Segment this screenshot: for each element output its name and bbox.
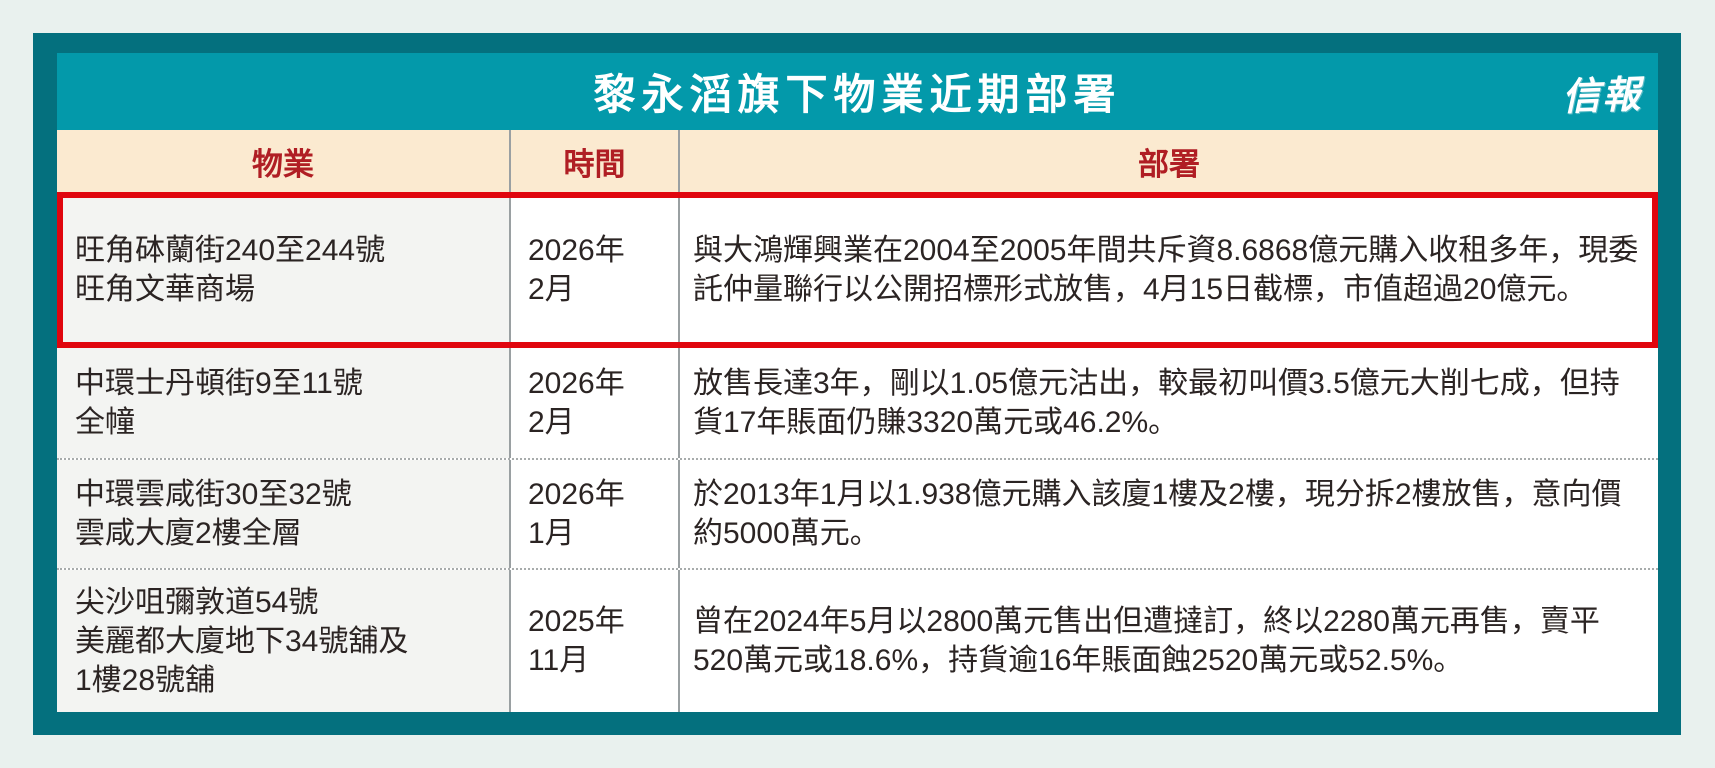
- chart-title: 黎永滔旗下物業近期部署: [593, 71, 1122, 118]
- header-cell-deployment: 部署: [678, 130, 1658, 192]
- property-cell: 旺角砵蘭街240至244號 旺角文華商場: [57, 192, 509, 348]
- table-body: 旺角砵蘭街240至244號 旺角文華商場 2026年 2月 與大鴻輝興業在200…: [57, 192, 1658, 712]
- publisher-logo: 信報: [1561, 73, 1643, 119]
- property-cell: 中環士丹頓街9至11號 全幢: [57, 348, 509, 458]
- table-row-tsimshatsui-nathan-road: 尖沙咀彌敦道54號 美麗都大廈地下34號舖及 1樓28號舖 2025年 11月 …: [57, 568, 1658, 712]
- time-cell: 2025年 11月: [509, 570, 678, 712]
- title-bar: 黎永滔旗下物業近期部署 信報: [57, 53, 1658, 130]
- property-cell: 中環雲咸街30至32號 雲咸大廈2樓全層: [57, 460, 509, 568]
- time-cell: 2026年 2月: [509, 348, 678, 458]
- table-row-central-staunton-street: 中環士丹頓街9至11號 全幢 2026年 2月 放售長達3年，剛以1.05億元沽…: [57, 348, 1658, 458]
- time-cell: 2026年 2月: [509, 192, 678, 348]
- deployment-cell: 於2013年1月以1.938億元購入該廈1樓及2樓，現分拆2樓放售，意向價約50…: [678, 460, 1658, 568]
- deployment-cell: 曾在2024年5月以2800萬元售出但遭撻訂，終以2280萬元再售，賣平520萬…: [678, 570, 1658, 712]
- deployment-cell: 與大鴻輝興業在2004至2005年間共斥資8.6868億元購入收租多年，現委託仲…: [678, 192, 1658, 348]
- deployment-cell: 放售長達3年，剛以1.05億元沽出，較最初叫價3.5億元大削七成，但持貨17年賬…: [678, 348, 1658, 458]
- property-cell: 尖沙咀彌敦道54號 美麗都大廈地下34號舖及 1樓28號舖: [57, 570, 509, 712]
- infographic-card: 黎永滔旗下物業近期部署 信報 物業 時間 部署 旺角砵蘭街240至244號 旺角…: [57, 53, 1658, 712]
- header-cell-time: 時間: [509, 130, 678, 192]
- header-cell-property: 物業: [252, 146, 314, 182]
- table-frame: 黎永滔旗下物業近期部署 信報 物業 時間 部署 旺角砵蘭街240至244號 旺角…: [33, 33, 1681, 735]
- table-row-mongkok-portland-street: 旺角砵蘭街240至244號 旺角文華商場 2026年 2月 與大鴻輝興業在200…: [57, 192, 1658, 348]
- table-row-central-wyndham-street: 中環雲咸街30至32號 雲咸大廈2樓全層 2026年 1月 於2013年1月以1…: [57, 458, 1658, 568]
- time-cell: 2026年 1月: [509, 460, 678, 568]
- table-header-row: 物業 時間 部署: [57, 130, 1658, 192]
